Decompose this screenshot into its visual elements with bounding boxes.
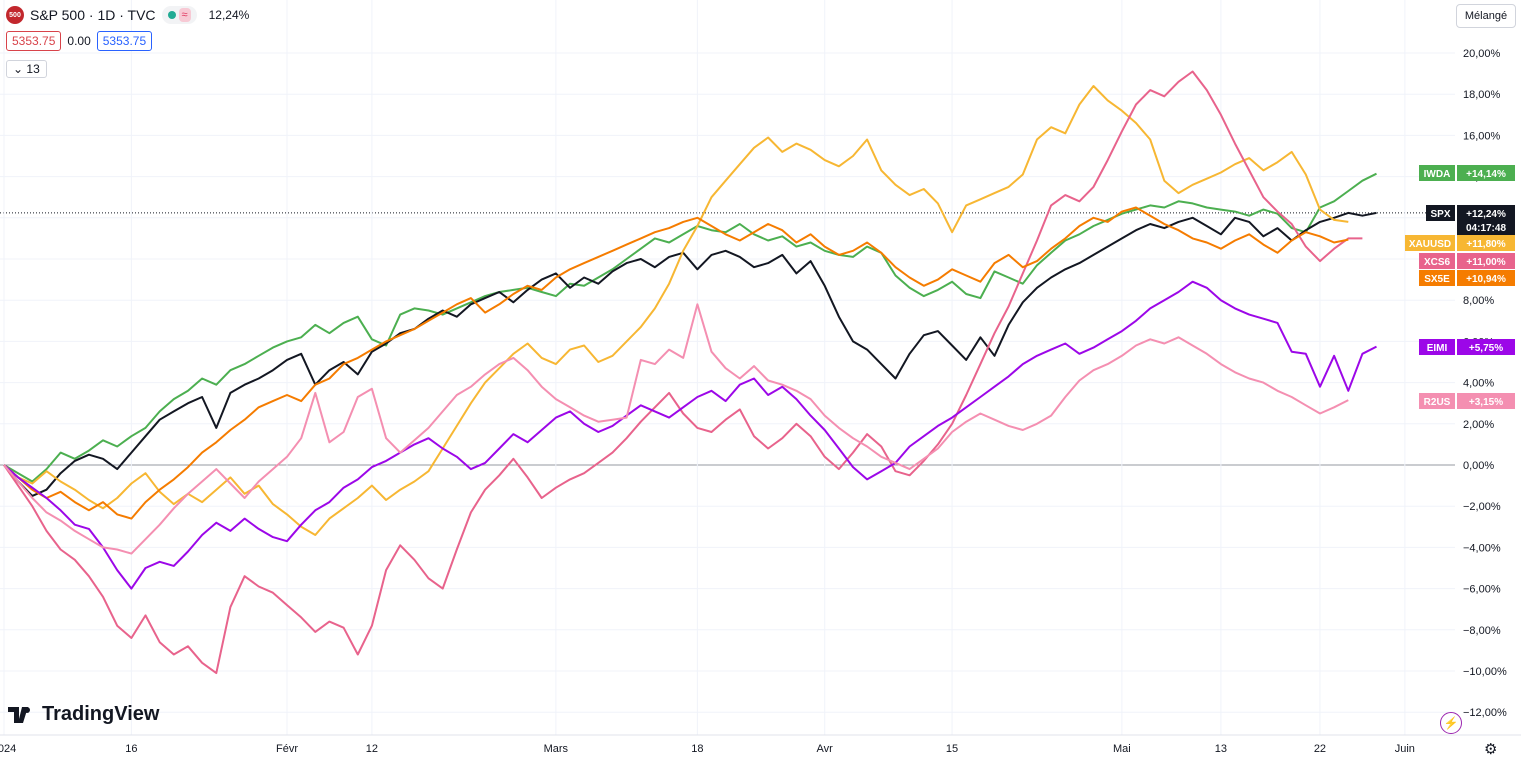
series-value-text: +14,14% xyxy=(1466,169,1506,180)
gear-icon[interactable]: ⚙ xyxy=(1484,741,1498,758)
change-percent: 12,24% xyxy=(208,8,250,22)
y-tick-label: −2,00% xyxy=(1463,501,1501,513)
series-value-tag-xcs6: +11,00% xyxy=(1457,253,1515,269)
grid-lines xyxy=(0,0,1455,735)
indicators-toggle-button[interactable]: ⌄ 13 xyxy=(6,60,47,78)
series-value-tag-iwda: +14,14% xyxy=(1457,165,1515,181)
y-tick-label: 18,00% xyxy=(1463,89,1501,101)
y-tick-label: −4,00% xyxy=(1463,542,1501,554)
chevron-down-icon: ⌄ xyxy=(13,62,24,76)
series-value-tag-r2us: +3,15% xyxy=(1457,393,1515,409)
series-line-spx[interactable] xyxy=(3,211,1377,497)
series-name-text: SPX xyxy=(1430,209,1450,220)
series-name-text: XCS6 xyxy=(1424,257,1451,268)
y-tick-label: 8,00% xyxy=(1463,295,1494,307)
x-tick-label: 12 xyxy=(366,743,378,755)
series-line-iwda[interactable] xyxy=(3,172,1377,483)
series-value-tag-spx: +12,24% 04:17:48 xyxy=(1457,205,1515,235)
x-tick-label: Juin xyxy=(1395,743,1415,755)
symbol-header: 500 S&P 500 · 1D · TVC ≈ 12,24% xyxy=(6,5,249,25)
bid-ask-row: 5353.75 0.00 5353.75 xyxy=(6,31,153,51)
series-name-text: IWDA xyxy=(1424,169,1451,180)
series-name-text: XAUUSD xyxy=(1409,239,1451,250)
x-tick-label: 2024 xyxy=(0,743,16,755)
series-value-text: +3,15% xyxy=(1469,397,1503,408)
compare-wave-icon: ≈ xyxy=(178,8,191,22)
series-name-tag-r2us: R2US xyxy=(1419,393,1455,409)
series-value-text: +12,24% xyxy=(1466,209,1506,220)
brand-name: TradingView xyxy=(42,703,160,725)
y-tick-label: 16,00% xyxy=(1463,130,1501,142)
buy-price-button[interactable]: 5353.75 xyxy=(96,31,153,51)
lightning-icon[interactable]: ⚡ xyxy=(1440,712,1462,734)
series-line-xauusd[interactable] xyxy=(3,85,1349,536)
series-name-text: EIMI xyxy=(1427,343,1448,354)
series-value-text: +10,94% xyxy=(1466,274,1506,285)
market-open-dot-icon xyxy=(167,11,176,19)
x-tick-label: 13 xyxy=(1215,743,1227,755)
x-tick-label: 15 xyxy=(946,743,958,755)
y-tick-label: 0,00% xyxy=(1463,460,1494,472)
series-line-sx5e[interactable] xyxy=(3,206,1349,520)
sp500-logo-icon: 500 xyxy=(6,6,24,24)
x-tick-label: 18 xyxy=(691,743,703,755)
series-name-tag-xauusd: XAUUSD xyxy=(1405,235,1455,251)
x-tick-label: Mars xyxy=(544,743,569,755)
series-name-tag-eimi: EIMI xyxy=(1419,339,1455,355)
series-line-xcs6[interactable] xyxy=(3,70,1363,675)
series-name-tag-sx5e: SX5E xyxy=(1419,270,1455,286)
series-line-eimi[interactable] xyxy=(3,280,1377,590)
series-last-value-labels: IWDA +14,14% SPX +12,24% 04:17:48 XAUUSD +11,8… xyxy=(1405,165,1515,409)
price-axis[interactable]: 20,00%18,00%16,00%14,00%12,00%10,00%8,00… xyxy=(1463,48,1507,719)
x-tick-label: Févr xyxy=(276,743,298,755)
sell-price-button[interactable]: 5353.75 xyxy=(6,31,62,51)
series-countdown-text: 04:17:48 xyxy=(1466,223,1506,234)
series-value-tag-sx5e: +10,94% xyxy=(1457,270,1515,286)
x-tick-label: 22 xyxy=(1314,743,1326,755)
x-tick-label: Mai xyxy=(1113,743,1131,755)
y-tick-label: −10,00% xyxy=(1463,666,1507,678)
series-value-text: +5,75% xyxy=(1469,343,1503,354)
scale-mode-button[interactable]: Mélangé xyxy=(1456,4,1516,28)
y-tick-label: −12,00% xyxy=(1463,707,1507,719)
series-value-tag-xauusd: +11,80% xyxy=(1457,235,1515,251)
series-value-text: +11,00% xyxy=(1466,257,1505,268)
series-layer xyxy=(3,70,1377,675)
series-value-tag-eimi: +5,75% xyxy=(1457,339,1515,355)
series-line-r2us[interactable] xyxy=(3,303,1349,555)
series-name-tag-iwda: IWDA xyxy=(1419,165,1455,181)
series-value-text: +11,80% xyxy=(1466,239,1505,250)
series-name-tag-spx: SPX xyxy=(1426,205,1455,221)
y-tick-label: 2,00% xyxy=(1463,419,1494,431)
time-axis[interactable]: 2024 16 Févr 12 Mars 18 Avr 15 Mai 13 22 Juin xyxy=(0,734,1521,755)
x-tick-label: 16 xyxy=(125,743,137,755)
series-name-text: SX5E xyxy=(1424,274,1450,285)
series-name-tag-xcs6: XCS6 xyxy=(1419,253,1455,269)
spread-value: 0.00 xyxy=(67,34,91,48)
y-tick-label: −8,00% xyxy=(1463,625,1501,637)
symbol-title[interactable]: S&P 500 · 1D · TVC xyxy=(30,7,156,23)
y-tick-label: 20,00% xyxy=(1463,48,1501,60)
series-name-text: R2US xyxy=(1424,397,1451,408)
tradingview-logo-icon xyxy=(8,706,30,723)
x-tick-label: Avr xyxy=(817,743,834,755)
tradingview-logo[interactable]: TradingView xyxy=(8,703,159,726)
y-tick-label: −6,00% xyxy=(1463,584,1501,596)
y-tick-label: 4,00% xyxy=(1463,378,1494,390)
market-status-pill[interactable]: ≈ xyxy=(161,6,197,24)
indicators-count: 13 xyxy=(26,62,40,76)
